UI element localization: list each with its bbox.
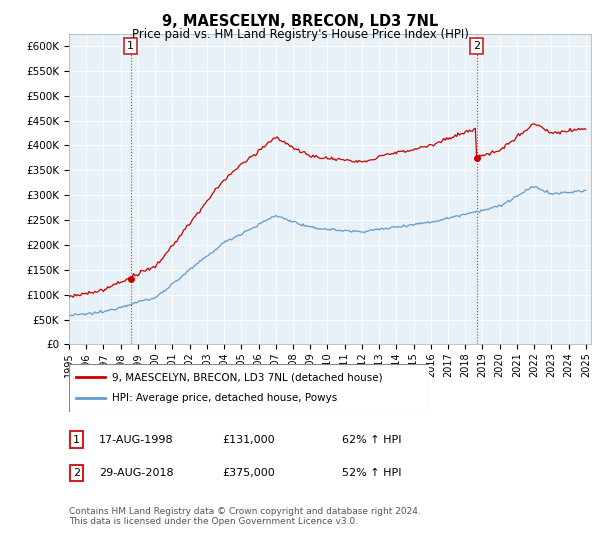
Text: 17-AUG-1998: 17-AUG-1998: [99, 435, 173, 445]
Text: 1: 1: [73, 435, 80, 445]
Text: 2: 2: [73, 468, 80, 478]
Text: Price paid vs. HM Land Registry's House Price Index (HPI): Price paid vs. HM Land Registry's House …: [131, 28, 469, 41]
Text: 9, MAESCELYN, BRECON, LD3 7NL: 9, MAESCELYN, BRECON, LD3 7NL: [162, 14, 438, 29]
Text: Contains HM Land Registry data © Crown copyright and database right 2024.
This d: Contains HM Land Registry data © Crown c…: [69, 507, 421, 526]
Text: 62% ↑ HPI: 62% ↑ HPI: [342, 435, 401, 445]
Text: 52% ↑ HPI: 52% ↑ HPI: [342, 468, 401, 478]
Text: 2: 2: [473, 41, 480, 51]
FancyBboxPatch shape: [69, 364, 429, 412]
Text: 1: 1: [127, 41, 134, 51]
Text: £375,000: £375,000: [222, 468, 275, 478]
Text: 9, MAESCELYN, BRECON, LD3 7NL (detached house): 9, MAESCELYN, BRECON, LD3 7NL (detached …: [112, 372, 383, 382]
Text: 29-AUG-2018: 29-AUG-2018: [99, 468, 173, 478]
Text: £131,000: £131,000: [222, 435, 275, 445]
Text: HPI: Average price, detached house, Powys: HPI: Average price, detached house, Powy…: [112, 393, 337, 403]
